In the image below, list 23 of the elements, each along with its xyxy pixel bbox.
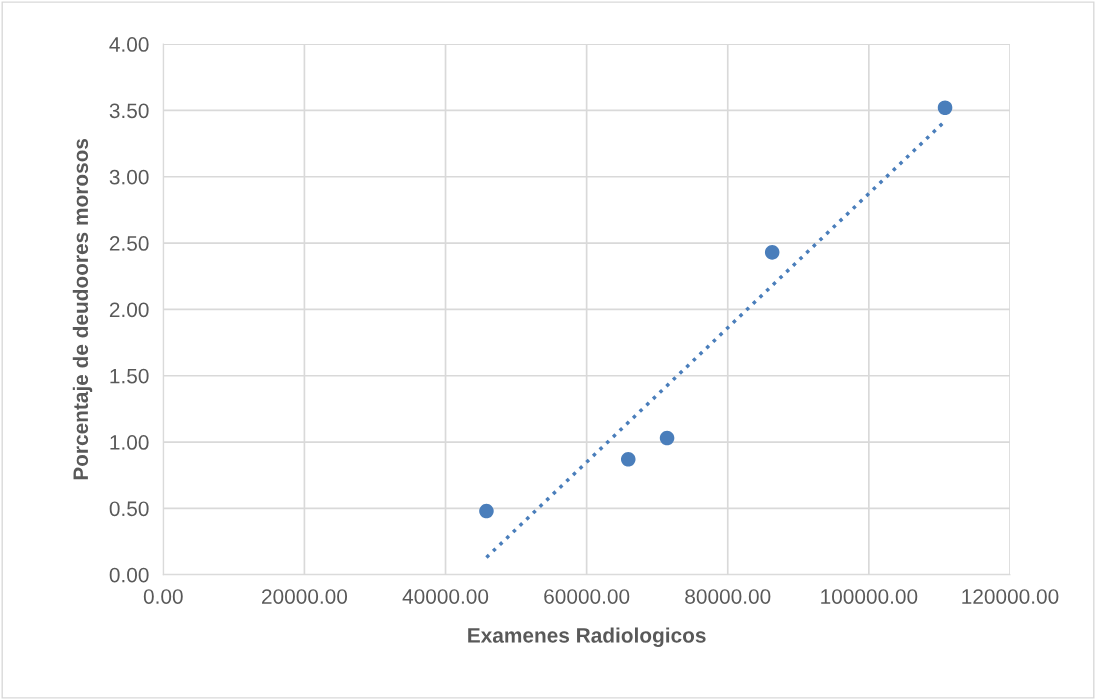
x-tick-label: 80000.00 [685,589,771,604]
x-axis-title: Examenes Radiologicos [468,627,706,647]
y-tick-label: 4.00 [109,37,149,52]
y-tick-label: 3.50 [109,103,149,119]
x-tick-label: 60000.00 [544,589,630,604]
point [937,100,953,116]
point [479,503,494,519]
y-tick-label: 2.50 [109,236,149,251]
y-tick-label: 1.00 [110,435,149,450]
point [659,430,675,446]
point [620,452,636,467]
y-tick-label: 0.50 [109,501,149,517]
y-axis-title: Porcentaje de deudoores morosos [72,138,93,480]
x-tick-label: 120000.00 [962,589,1059,604]
y-tick-label: 0.00 [109,567,149,583]
x-tick-label: 100000.00 [821,589,918,604]
point [764,245,780,260]
x-tick-label: 40000.00 [402,589,489,604]
y-tick-label: 2.00 [109,302,149,318]
y-tick-label: 3.00 [109,169,149,185]
y-tick-label: 1.50 [110,368,149,384]
x-tick-label: 0.00 [143,589,183,604]
x-tick-label: 20000.00 [262,589,348,604]
